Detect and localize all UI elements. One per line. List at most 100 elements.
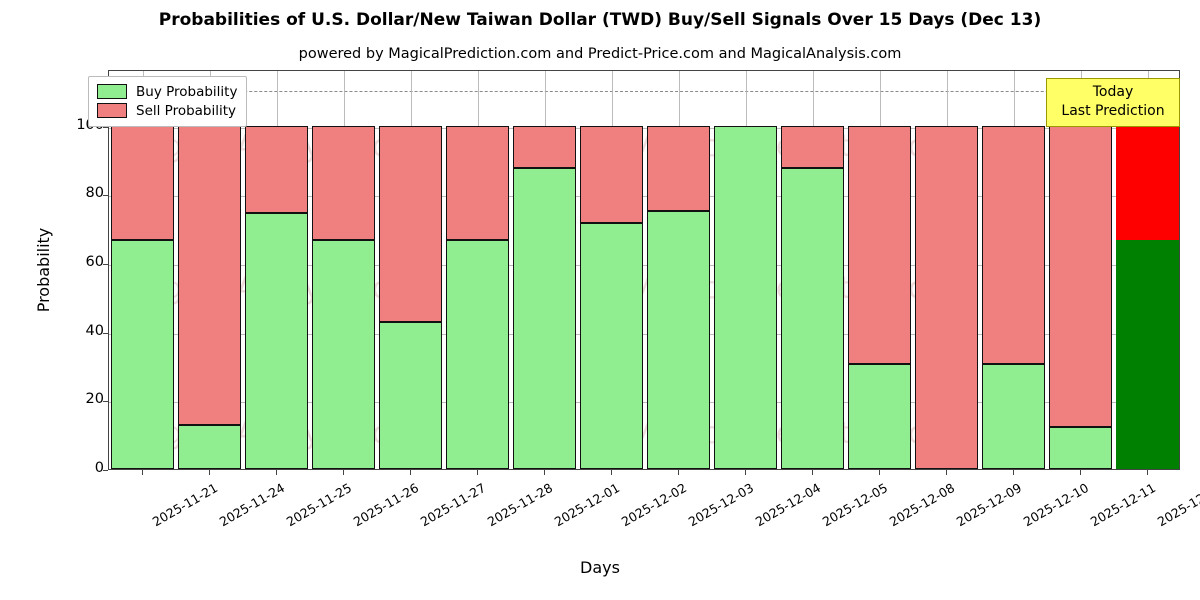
x-axis-tick-label: 2025-12-10 bbox=[1020, 480, 1091, 530]
y-axis-tick-label: 0 bbox=[94, 460, 104, 476]
y-axis-tick-mark bbox=[103, 470, 108, 471]
x-axis-tick-mark bbox=[275, 470, 277, 475]
y-axis-tick-mark bbox=[103, 263, 108, 265]
bar-segment-sell[interactable] bbox=[579, 125, 644, 224]
chart-title: Probabilities of U.S. Dollar/New Taiwan … bbox=[158, 10, 1042, 30]
bar-segment-buy[interactable] bbox=[512, 168, 577, 469]
gridline-horizontal bbox=[109, 264, 1179, 266]
x-axis-tick-label: 2025-12-08 bbox=[886, 480, 957, 530]
chart-legend: Buy Probability Sell Probability bbox=[88, 76, 248, 127]
bar-segment-sell[interactable] bbox=[445, 125, 510, 240]
bar-segment-sell[interactable] bbox=[177, 125, 242, 425]
bar-segment-sell[interactable] bbox=[512, 125, 577, 169]
bar-segment-sell[interactable] bbox=[378, 125, 443, 322]
gridline-horizontal bbox=[109, 196, 1179, 198]
bar-segment-sell[interactable] bbox=[110, 125, 175, 240]
y-axis-tick-mark bbox=[103, 401, 108, 403]
x-axis-tick-mark bbox=[476, 470, 478, 475]
y-axis-tick-mark bbox=[103, 195, 108, 197]
top-reference-line bbox=[109, 91, 1179, 93]
bar-segment-sell[interactable] bbox=[914, 125, 979, 469]
x-axis-tick-label: 2025-11-27 bbox=[417, 480, 488, 530]
bar-segment-buy[interactable] bbox=[847, 364, 912, 469]
bar[interactable] bbox=[445, 71, 510, 469]
x-axis-tick-mark bbox=[409, 470, 411, 475]
bar-segment-sell[interactable] bbox=[780, 125, 845, 169]
bar-segment-buy[interactable] bbox=[177, 424, 242, 469]
bar-segment-sell[interactable] bbox=[311, 125, 376, 240]
bar-segment-buy[interactable] bbox=[646, 210, 711, 469]
y-axis-tick-mark bbox=[103, 126, 108, 128]
bar-segment-sell[interactable] bbox=[646, 125, 711, 211]
bar[interactable] bbox=[579, 71, 644, 469]
plot-area: MagicalAnalysis.comMagicalPrediction.com… bbox=[108, 70, 1180, 470]
bar[interactable] bbox=[1048, 71, 1113, 469]
bar[interactable] bbox=[981, 71, 1046, 469]
x-axis-tick-mark bbox=[1012, 470, 1014, 475]
bar[interactable] bbox=[311, 71, 376, 469]
bar-segment-sell[interactable] bbox=[1048, 125, 1113, 428]
bar-segment-buy[interactable] bbox=[981, 364, 1046, 469]
x-axis-tick-label: 2025-12-12 bbox=[1154, 480, 1200, 530]
x-axis-tick-label: 2025-12-05 bbox=[819, 480, 890, 530]
y-axis-tick-label: 20 bbox=[85, 391, 104, 408]
x-axis-tick-mark bbox=[543, 470, 545, 475]
y-axis-tick-label: 60 bbox=[85, 253, 104, 270]
bar[interactable] bbox=[847, 71, 912, 469]
bar[interactable] bbox=[646, 71, 711, 469]
x-axis-tick-label: 2025-12-01 bbox=[551, 480, 622, 530]
bar-segment-sell[interactable] bbox=[847, 125, 912, 365]
bar[interactable] bbox=[177, 71, 242, 469]
legend-swatch-sell bbox=[97, 103, 127, 118]
bar-segment-buy[interactable] bbox=[1048, 427, 1113, 469]
y-axis-tick-mark bbox=[103, 332, 108, 334]
bar-segment-sell[interactable] bbox=[244, 125, 309, 214]
today-callout-line1: Today bbox=[1092, 84, 1134, 100]
bar[interactable] bbox=[713, 71, 778, 469]
bar-segment-buy[interactable] bbox=[1115, 239, 1179, 469]
bar-segment-buy[interactable] bbox=[378, 321, 443, 469]
x-axis-tick-mark bbox=[878, 470, 880, 475]
bar-segment-buy[interactable] bbox=[780, 168, 845, 469]
x-axis-tick-label: 2025-11-24 bbox=[216, 480, 287, 530]
bar[interactable] bbox=[914, 71, 979, 469]
bar-segment-buy[interactable] bbox=[713, 125, 778, 469]
bar-segment-buy[interactable] bbox=[244, 213, 309, 469]
gridline-horizontal bbox=[109, 402, 1179, 404]
today-callout: Today Last Prediction bbox=[1046, 78, 1180, 127]
bar-segment-buy[interactable] bbox=[579, 223, 644, 469]
bar-segment-sell[interactable] bbox=[1115, 125, 1179, 240]
x-axis-tick-mark bbox=[744, 470, 746, 475]
x-axis-tick-mark bbox=[141, 470, 143, 475]
bar[interactable] bbox=[780, 71, 845, 469]
x-axis-tick-mark bbox=[1079, 470, 1081, 475]
legend-label-buy: Buy Probability bbox=[136, 83, 238, 100]
bar[interactable] bbox=[244, 71, 309, 469]
bar[interactable] bbox=[110, 71, 175, 469]
bar-today[interactable] bbox=[1115, 71, 1179, 469]
bar[interactable] bbox=[512, 71, 577, 469]
plot-inner: MagicalAnalysis.comMagicalPrediction.com… bbox=[109, 71, 1179, 469]
x-axis-tick-mark bbox=[342, 470, 344, 475]
x-axis-tick-mark bbox=[945, 470, 947, 475]
y-axis-tick-label: 40 bbox=[85, 322, 104, 339]
y-axis-label: Probability bbox=[34, 227, 53, 313]
x-axis-tick-mark bbox=[677, 470, 679, 475]
bar-segment-buy[interactable] bbox=[311, 239, 376, 469]
x-axis-tick-label: 2025-12-04 bbox=[752, 480, 823, 530]
gridline-horizontal bbox=[109, 333, 1179, 335]
x-axis-tick-label: 2025-12-11 bbox=[1087, 480, 1158, 530]
x-axis-tick-label: 2025-11-21 bbox=[149, 480, 220, 530]
y-axis-tick-label: 80 bbox=[85, 185, 104, 202]
x-axis-tick-mark bbox=[610, 470, 612, 475]
x-axis-tick-mark bbox=[208, 470, 210, 475]
bar-segment-buy[interactable] bbox=[110, 239, 175, 469]
bar[interactable] bbox=[378, 71, 443, 469]
bar-segment-buy[interactable] bbox=[445, 239, 510, 469]
legend-item-sell[interactable]: Sell Probability bbox=[97, 101, 237, 120]
x-axis-tick-label: 2025-12-03 bbox=[685, 480, 756, 530]
gridline-horizontal bbox=[109, 127, 1179, 129]
bar-segment-sell[interactable] bbox=[981, 125, 1046, 365]
legend-item-buy[interactable]: Buy Probability bbox=[97, 82, 237, 101]
